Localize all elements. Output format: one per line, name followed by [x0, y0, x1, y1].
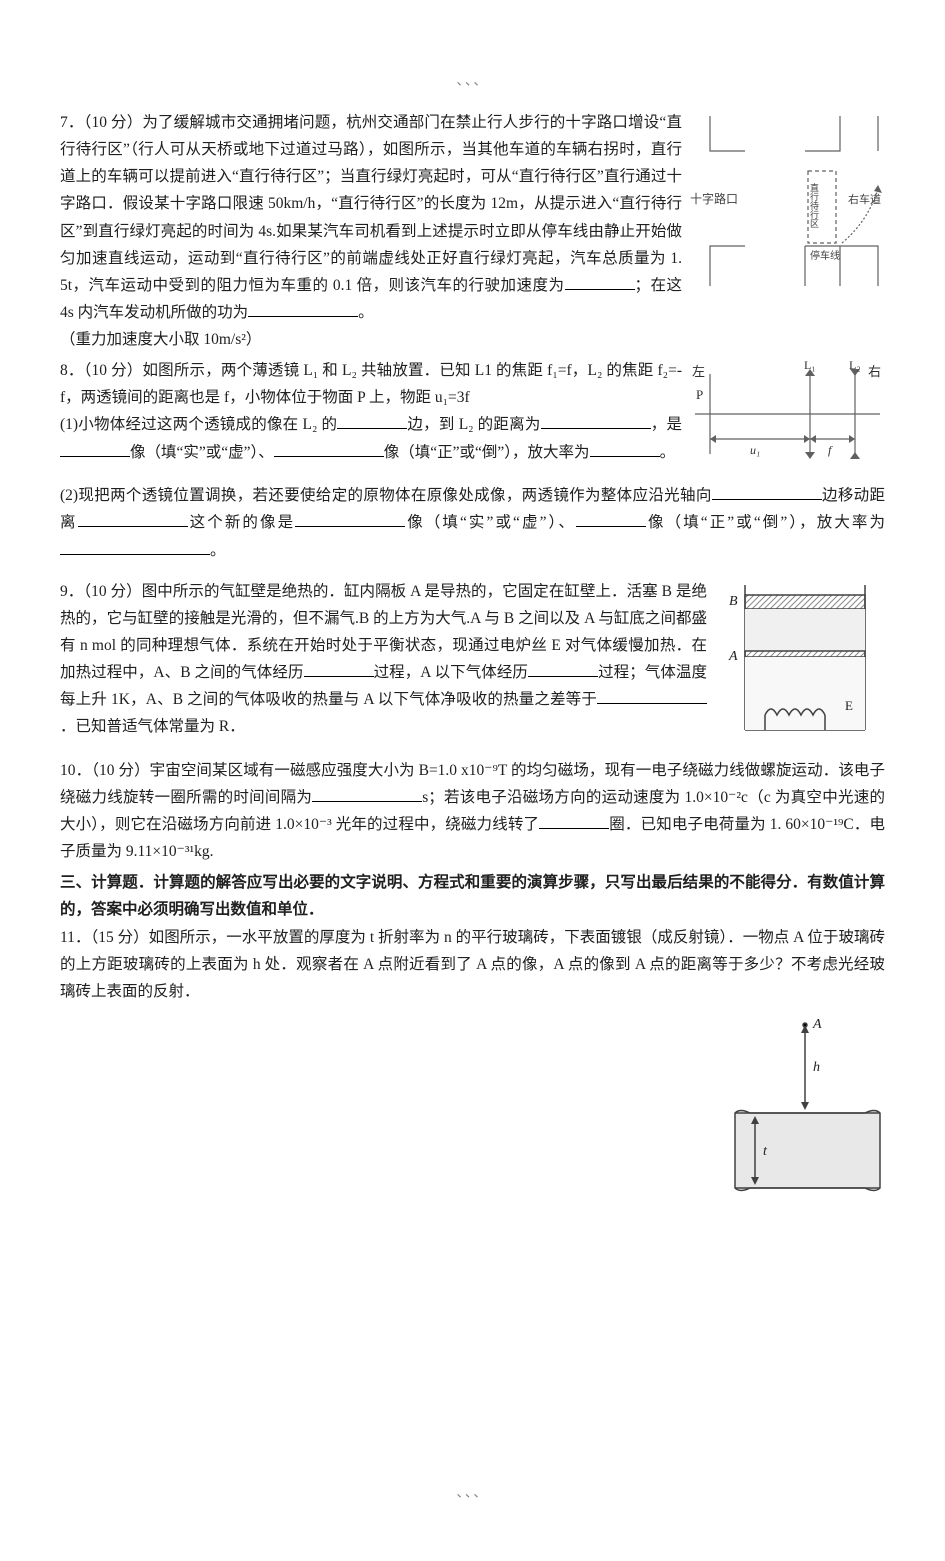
problem-10: 10．（10 分）宇宙空间某区域有一磁感应强度大小为 B=1.0 x10⁻⁹T …	[60, 757, 885, 866]
p8-blank-3	[60, 441, 130, 457]
problem-8: 左 右 L₁ L₂ P u₁ f 8．（10 分）如图所示，两个薄透镜 L₁ 和…	[60, 357, 885, 564]
p8-blank-2	[541, 414, 651, 430]
figure-11-wrap: A h t	[60, 1013, 885, 1222]
problem-7: 十字路口 右车道 直行待行区 停车线 7．（10 分）为了缓解城市交通拥堵问题，…	[60, 109, 885, 353]
fig8-label-L2: L₂	[849, 359, 861, 372]
p10-points: （10 分）	[91, 762, 149, 779]
cylinder-diagram-svg: B A E	[715, 580, 885, 740]
p9-blank-1	[304, 662, 374, 678]
fig8-label-right: 右	[868, 364, 881, 379]
fig9-label-A: A	[728, 649, 738, 664]
fig7-label-stop: 停车线	[810, 249, 840, 262]
fig11-label-A: A	[812, 1017, 822, 1032]
p8-blank-9	[576, 512, 646, 528]
figure-9: B A E	[715, 580, 885, 749]
glass-diagram-svg: A h t	[715, 1013, 885, 1213]
p7-blank-1	[565, 274, 635, 290]
p8-q2-e: 像（填“正”或“倒”），放大率为	[646, 514, 885, 531]
fig8-label-P: P	[696, 387, 703, 402]
p8-points: （10 分）	[84, 362, 143, 379]
fig7-label-rightlane: 右车道	[848, 192, 881, 206]
p8-q1-c: ，是	[651, 416, 682, 433]
header-mark: 、、、	[60, 70, 885, 89]
p11-points: （15 分）	[90, 929, 148, 946]
p8-q1-a: (1)小物体经过这两个透镜成的像在 L₂ 的	[60, 416, 337, 433]
p9-blank-2	[528, 662, 598, 678]
fig8-label-u1: u₁	[750, 443, 760, 457]
p8-number: 8．	[60, 362, 84, 379]
p7-text-c: 。	[358, 304, 374, 321]
p8-q2-c: 这个新的像是	[188, 514, 296, 531]
figure-7: 十字路口 右车道 直行待行区 停车线	[690, 111, 885, 305]
p8-q2-a: (2)现把两个透镜位置调换，若还要使给定的原物体在原像处成像，两透镜作为整体应沿…	[60, 487, 712, 504]
p8-blank-5	[590, 441, 660, 457]
p9-blank-3	[597, 689, 707, 705]
figure-8: 左 右 L₁ L₂ P u₁ f	[690, 359, 885, 478]
p7-text-a: 为了缓解城市交通拥堵问题，杭州交通部门在禁止行人步行的十字路口增设“直行待行区”…	[60, 114, 682, 294]
p8-q1-b: 边，到 L₂ 的距离为	[407, 416, 540, 433]
p9-text-d: ．已知普适气体常量为 R．	[60, 718, 245, 735]
p11-number: 11．	[60, 929, 90, 946]
p8-q1-d: 像（填“实”或“虚”）、	[130, 444, 274, 461]
lens-diagram-svg: 左 右 L₁ L₂ P u₁ f	[690, 359, 885, 469]
footer-mark: 、、、	[60, 1482, 885, 1501]
p9-number: 9．	[60, 583, 83, 600]
p10-number: 10．	[60, 762, 91, 779]
p9-points: （10 分）	[83, 583, 141, 600]
section-3-heading: 三、计算题．计算题的解答应写出必要的文字说明、方程式和重要的演算步骤，只写出最后…	[60, 869, 885, 923]
p9-text-b: 过程，A 以下气体经历	[374, 664, 528, 681]
fig8-label-f: f	[828, 443, 833, 457]
p8-blank-6	[712, 485, 822, 501]
p8-q2-f: 。	[210, 542, 226, 559]
p7-points: （10 分）	[84, 114, 143, 131]
p8-q2-d: 像（填“实”或“虚”）、	[405, 514, 576, 531]
p8-blank-1	[337, 414, 407, 430]
p8-blank-8	[295, 512, 405, 528]
fig9-label-E: E	[845, 698, 853, 713]
fig9-label-B: B	[729, 594, 738, 609]
problem-11: 11．（15 分）如图所示，一水平放置的厚度为 t 折射率为 n 的平行玻璃砖，…	[60, 924, 885, 1005]
fig7-label-zone: 直行待行区	[809, 182, 819, 228]
p10-blank-1	[312, 786, 422, 802]
p7-blank-2	[248, 301, 358, 317]
p8-blank-7	[78, 512, 188, 528]
intersection-diagram-svg: 十字路口 右车道 直行待行区 停车线	[690, 111, 885, 296]
p7-number: 7．	[60, 114, 84, 131]
fig7-label-crossroad: 十字路口	[690, 191, 738, 206]
fig11-label-h: h	[813, 1060, 820, 1075]
p10-blank-2	[539, 814, 609, 830]
problem-9: B A E 9．（10 分）图中所示的气缸壁是绝热的．缸内隔板 A 是导热的，它…	[60, 578, 885, 753]
p8-blank-4	[274, 441, 384, 457]
p8-q1-f: 。	[660, 444, 676, 461]
p8-blank-10	[60, 539, 210, 555]
p8-q1-e: 像（填“正”或“倒”），放大率为	[384, 444, 590, 461]
p11-text: 如图所示，一水平放置的厚度为 t 折射率为 n 的平行玻璃砖，下表面镀银（成反射…	[60, 929, 885, 1000]
p7-note: （重力加速度大小取 10m/s²）	[60, 326, 885, 353]
p8-intro: 如图所示，两个薄透镜 L₁ 和 L₂ 共轴放置．已知 L1 的焦距 f₁=f，L…	[60, 362, 682, 406]
fig8-label-left: 左	[692, 364, 705, 379]
fig8-label-L1: L₁	[804, 359, 816, 372]
content-body: 十字路口 右车道 直行待行区 停车线 7．（10 分）为了缓解城市交通拥堵问题，…	[60, 109, 885, 1222]
